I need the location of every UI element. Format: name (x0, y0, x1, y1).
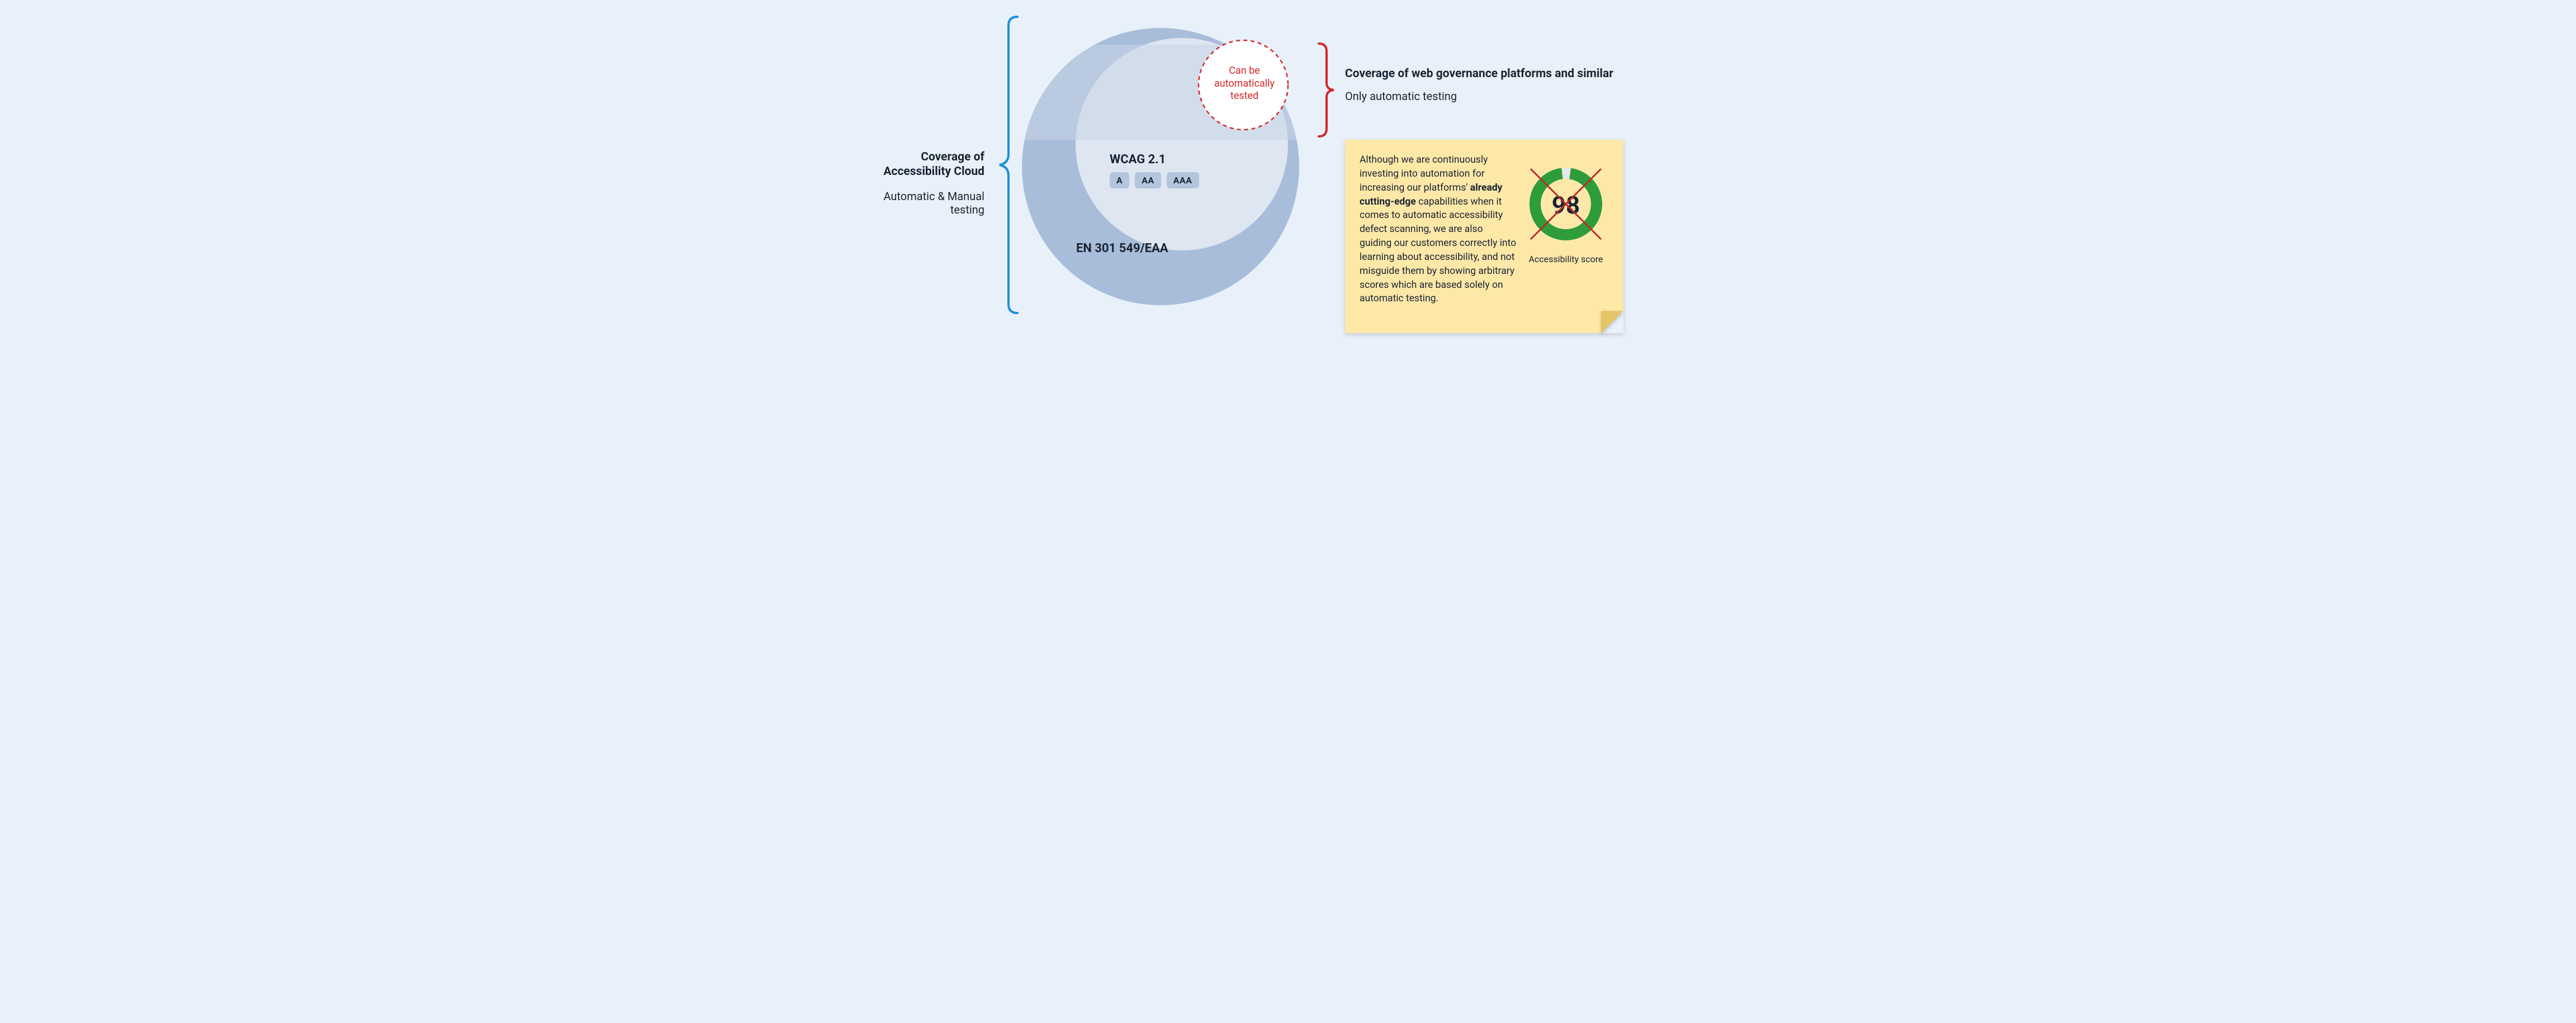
inner-circle-label: WCAG 2.1 (1110, 153, 1166, 167)
left-caption: Coverage of Accessibility Cloud Automati… (859, 150, 984, 216)
right-bracket-icon (1319, 44, 1334, 136)
badge-aa: AA (1135, 172, 1161, 188)
page-curl-icon (1601, 311, 1623, 333)
score-caption: Accessibility score (1524, 254, 1608, 264)
right-caption: Coverage of web governance platforms and… (1345, 67, 1680, 103)
right-caption-title: Coverage of web governance platforms and… (1345, 67, 1680, 80)
right-caption-subtitle: Only automatic testing (1345, 89, 1680, 103)
note-text-pre: Although we are continuously investing i… (1360, 154, 1488, 193)
score-widget: 98 Accessibility score (1524, 162, 1608, 264)
note-text-post: capabilities when it comes to automatic … (1360, 196, 1516, 305)
score-svg: 98 (1524, 162, 1608, 246)
wcag-badges: A AA AAA (1110, 172, 1199, 188)
left-caption-title: Coverage of Accessibility Cloud (859, 150, 984, 179)
auto-circle-label: Can be automatically tested (1208, 65, 1281, 103)
note-text: Although we are continuously investing i… (1360, 153, 1517, 306)
outer-circle-label: EN 301 549/EAA (1076, 241, 1168, 255)
note-card: Although we are continuously investing i… (1345, 140, 1623, 333)
left-caption-subtitle: Automatic & Manual testing (859, 190, 984, 216)
badge-a: A (1110, 172, 1129, 188)
left-bracket-icon (1000, 17, 1017, 313)
diagram-canvas: Can be automatically tested WCAG 2.1 A A… (859, 0, 1717, 341)
badge-aaa: AAA (1167, 172, 1199, 188)
